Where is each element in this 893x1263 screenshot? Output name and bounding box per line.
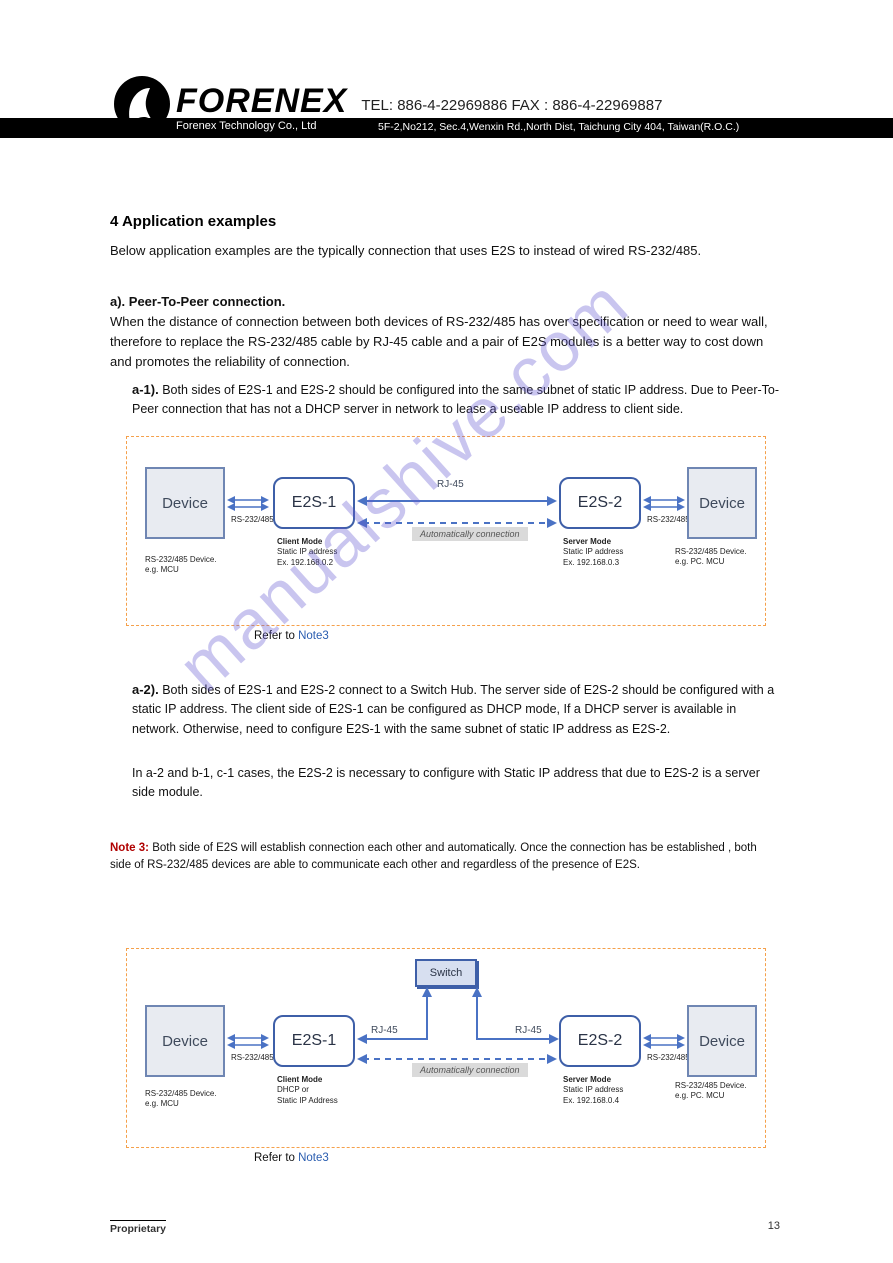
d2-e2s2-box: E2S-2 bbox=[559, 1015, 641, 1067]
e2s2-caption: Server Mode Static IP address Ex. 192.16… bbox=[563, 537, 623, 568]
example-a-body: When the distance of connection between … bbox=[110, 312, 780, 372]
d2-e2s1-caption: Client Mode DHCP or Static IP Address bbox=[277, 1075, 338, 1106]
device-right-box: Device bbox=[687, 467, 757, 539]
rs-arrow-left-icon bbox=[227, 493, 269, 513]
e2s2-box: E2S-2 bbox=[559, 477, 641, 529]
note-label: Note 3: bbox=[110, 842, 149, 854]
note-area: Note 3: Both side of E2S will establish … bbox=[110, 840, 780, 875]
address-line: 5F-2,No212, Sec.4,Wenxin Rd.,North Dist,… bbox=[378, 121, 739, 133]
example-a: a). Peer-To-Peer connection. When the di… bbox=[110, 292, 780, 373]
d2-device-right-caption: RS-232/485 Device. e.g. PC. MCU bbox=[675, 1081, 747, 1102]
a1-body: Both sides of E2S-1 and E2S-2 should be … bbox=[132, 383, 779, 416]
rj45-arrow-icon bbox=[357, 493, 557, 509]
footer-page-number: 13 bbox=[768, 1220, 780, 1235]
rs-label-right: RS-232/485 bbox=[647, 515, 690, 525]
d2-rs-left-label: RS-232/485 bbox=[231, 1053, 274, 1063]
device-right-caption: RS-232/485 Device. e.g. PC. MCU bbox=[675, 547, 747, 568]
e2s1-box: E2S-1 bbox=[273, 477, 355, 529]
d2-device-left: Device bbox=[145, 1005, 225, 1077]
a1-head: a-1). bbox=[132, 382, 159, 397]
a2-head: a-2). bbox=[132, 682, 159, 697]
page-footer: Proprietary 13 bbox=[110, 1220, 780, 1235]
note-body: Both side of E2S will establish connecti… bbox=[110, 842, 757, 871]
example-a-head: a). Peer-To-Peer connection. bbox=[110, 292, 780, 312]
rs-label-left: RS-232/485 bbox=[231, 515, 274, 525]
intro-lead: Below application examples are the typic… bbox=[110, 241, 780, 261]
switch-box: Switch bbox=[415, 959, 477, 987]
d2-e2s1-box: E2S-1 bbox=[273, 1015, 355, 1067]
d2-rs-arrow-left-icon bbox=[227, 1031, 269, 1051]
rj45-label: RJ-45 bbox=[437, 479, 464, 490]
device-left-caption: RS-232/485 Device. e.g. MCU bbox=[145, 555, 217, 576]
example-a2-extra: In a-2 and b-1, c-1 cases, the E2S-2 is … bbox=[110, 764, 780, 803]
d2-left-up-arrow-icon bbox=[357, 987, 447, 1045]
a2-body: Both sides of E2S-1 and E2S-2 connect to… bbox=[132, 683, 774, 736]
footer-proprietary: Proprietary bbox=[110, 1220, 166, 1235]
d2-rj45-right: RJ-45 bbox=[515, 1025, 542, 1036]
diagram-switch: Switch Device RS-232/485 Device. e.g. MC… bbox=[126, 948, 766, 1148]
brand-subtitle: Forenex Technology Co., Ltd bbox=[176, 120, 316, 132]
d2-e2s2-caption: Server Mode Static IP address Ex. 192.16… bbox=[563, 1075, 623, 1106]
auto-label: Automatically connection bbox=[412, 527, 528, 541]
rs-arrow-right-icon bbox=[643, 493, 685, 513]
device-left-box: Device bbox=[145, 467, 225, 539]
page-header: FORENEX TEL: 886-4-22969886 FAX : 886-4-… bbox=[0, 76, 893, 138]
fig2-refnote: Refer to Note3 bbox=[254, 1152, 329, 1164]
d2-rs-arrow-right-icon bbox=[643, 1031, 685, 1051]
header-black-bar: Forenex Technology Co., Ltd 5F-2,No212, … bbox=[0, 118, 893, 138]
d2-auto-label: Automatically connection bbox=[412, 1063, 528, 1077]
d2-device-right: Device bbox=[687, 1005, 757, 1077]
d2-right-up-arrow-icon bbox=[465, 987, 559, 1045]
e2s1-caption: Client Mode Static IP address Ex. 192.16… bbox=[277, 537, 337, 568]
example-a2: a-2). Both sides of E2S-1 and E2S-2 conn… bbox=[110, 680, 780, 739]
fig1-refnote: Refer to Note3 bbox=[254, 630, 329, 642]
d2-device-left-caption: RS-232/485 Device. e.g. MCU bbox=[145, 1089, 217, 1110]
section-title: 4 Application examples bbox=[110, 210, 780, 233]
d2-rs-right-label: RS-232/485 bbox=[647, 1053, 690, 1063]
example-a1: a-1). Both sides of E2S-1 and E2S-2 shou… bbox=[110, 380, 780, 420]
diagram-peer-to-peer: Device RS-232/485 Device. e.g. MCU RS-23… bbox=[126, 436, 766, 626]
d2-rj45-left: RJ-45 bbox=[371, 1025, 398, 1036]
section-intro: 4 Application examples Below application… bbox=[110, 210, 780, 261]
